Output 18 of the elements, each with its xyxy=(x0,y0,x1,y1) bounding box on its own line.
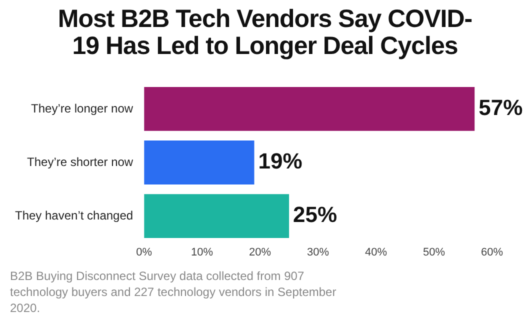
x-tick-label: 0% xyxy=(136,246,152,258)
x-tick-label: 60% xyxy=(480,246,504,258)
x-tick-label: 40% xyxy=(365,246,388,258)
y-tick-label: They’re longer now xyxy=(31,101,134,116)
data-label: 25% xyxy=(293,202,338,228)
data-label: 19% xyxy=(258,148,302,174)
bar xyxy=(144,194,290,238)
y-tick-label: They’re shorter now xyxy=(27,154,134,169)
x-tick-label: 20% xyxy=(249,246,272,258)
x-tick-label: 10% xyxy=(191,246,214,258)
chart-title: Most B2B Tech Vendors Say COVID-19 Has Led to Longer Deal Cycles xyxy=(56,5,474,60)
text: B2B Buying Disconnect Survey data collected from 907 technology buyers and 227 technology vendors in September 2020. xyxy=(10,268,338,316)
x-tick-label: 50% xyxy=(423,246,446,258)
data-label: 57% xyxy=(478,95,523,120)
y-tick-label: They haven’t changed xyxy=(14,208,134,222)
x-tick-label: 30% xyxy=(307,246,330,258)
bar xyxy=(144,87,475,131)
bar xyxy=(144,140,254,184)
